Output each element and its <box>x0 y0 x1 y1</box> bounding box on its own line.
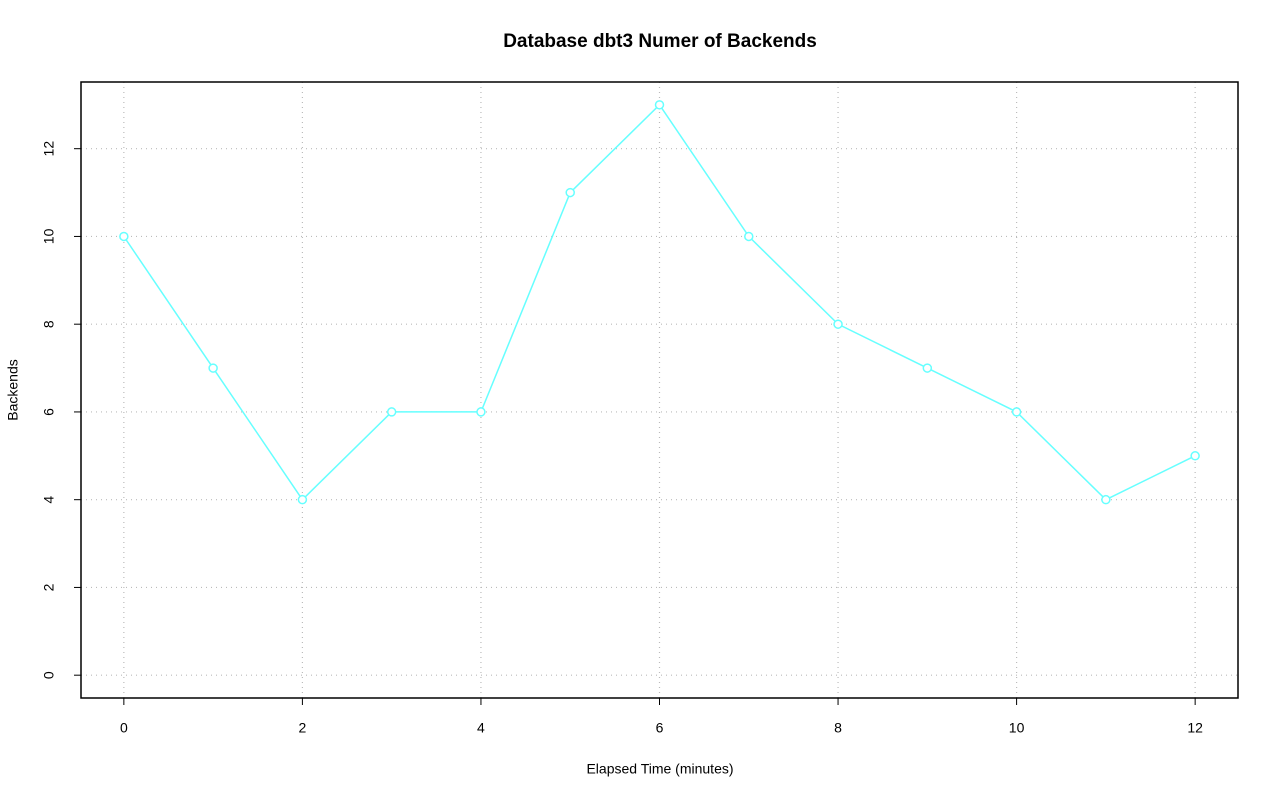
y-tick-label: 0 <box>41 671 57 679</box>
point <box>386 407 397 417</box>
point <box>1190 451 1200 461</box>
x-tick-label: 8 <box>834 720 842 736</box>
y-axis-label: Backends <box>5 359 21 420</box>
point <box>833 319 843 329</box>
point <box>744 231 754 242</box>
y-tick-label: 4 <box>41 496 57 504</box>
y-tick-label: 2 <box>41 583 57 591</box>
point <box>1101 494 1111 505</box>
point <box>654 100 665 110</box>
x-tick-label: 4 <box>477 720 485 736</box>
x-axis-label: Elapsed Time (minutes) <box>586 761 733 777</box>
point <box>1011 407 1022 417</box>
x-tick-label: 6 <box>656 720 664 736</box>
y-tick-label: 12 <box>41 141 57 157</box>
y-tick-label: 8 <box>41 320 57 328</box>
x-tick-label: 12 <box>1187 720 1203 736</box>
y-tick-label: 10 <box>41 228 57 244</box>
point <box>208 363 218 373</box>
y-tick-label: 6 <box>41 408 57 416</box>
x-tick-label: 2 <box>299 720 307 736</box>
chart-title: Database dbt3 Numer of Backends <box>503 31 817 52</box>
plot-frame <box>80 81 1239 699</box>
point <box>297 494 308 505</box>
point <box>119 231 129 242</box>
point <box>922 363 933 373</box>
x-tick-label: 10 <box>1009 720 1025 736</box>
point <box>565 187 575 198</box>
point <box>476 407 486 417</box>
x-tick-label: 0 <box>120 720 128 736</box>
